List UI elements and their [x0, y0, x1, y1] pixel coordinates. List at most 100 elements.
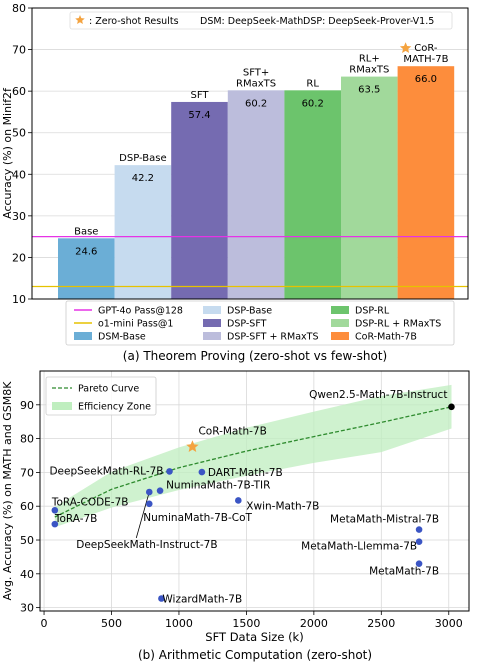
legend-label: DSP-RL + RMaxTS: [355, 319, 441, 330]
legend-zone-swatch: [52, 402, 72, 410]
y-tick-label: 60: [20, 500, 34, 513]
scatter-point: [51, 506, 59, 514]
caption: (b) Arithmetic Computation (zero-shot): [138, 648, 372, 662]
bar-top-label: SFT: [190, 90, 209, 101]
point-label: DeepSeekMath-Instruct-7B: [76, 539, 217, 551]
point-label: ToRA-CODE-7B: [51, 496, 129, 508]
legend-label: DSP-RL: [355, 306, 390, 317]
bar-value-label: 24.6: [75, 246, 97, 257]
bar-top-label: Base: [74, 226, 98, 237]
point-label: NuminaMath-7B-CoT: [143, 512, 252, 524]
legend-color-swatch: [331, 306, 349, 314]
annotation-star-label: : Zero-shot Results: [89, 16, 179, 27]
y-axis-label: Accuracy (%) on Minif2f: [1, 87, 14, 219]
scatter-point: [198, 468, 206, 476]
y-tick-label: 50: [20, 534, 34, 547]
bar-dsp-sft: [171, 101, 228, 299]
legend-label: DSP-SFT: [227, 319, 267, 330]
legend-color-swatch: [331, 319, 349, 327]
bar-dsp-rl: [284, 90, 341, 299]
y-tick-label: 70: [20, 466, 34, 479]
label-leader-line: [135, 491, 150, 539]
scatter-point: [156, 487, 164, 494]
y-tick-label: 60: [12, 85, 26, 98]
pareto-curve: [54, 406, 452, 518]
y-tick-label: 50: [12, 127, 26, 140]
point-label: MetaMath-7B: [369, 566, 439, 578]
x-tick-label: 0: [41, 617, 48, 630]
point-label: WizardMath-7B: [162, 593, 242, 605]
legend-label: Efficiency Zone: [78, 402, 151, 413]
bar-dsm-base: [58, 238, 115, 299]
legend-label: DSP-SFT + RMaxTS: [227, 332, 319, 343]
legend-label: DSM-Base: [98, 332, 146, 343]
scatter-point: [448, 403, 455, 411]
cor-math-star-point: [186, 440, 199, 452]
bar-value-label: 60.2: [302, 98, 324, 109]
bar-top-label: CoR-: [414, 43, 438, 54]
x-tick-label: 3000: [435, 617, 463, 630]
bar-top-label: RL: [306, 78, 319, 89]
bar-top-label: MATH-7B: [403, 54, 448, 65]
bar-top-label: RL+: [359, 54, 380, 65]
scatter-point: [415, 526, 423, 533]
bar-value-label: 60.2: [245, 98, 267, 109]
legend-box: [65, 300, 455, 346]
annotation-abbrev: DSM: DeepSeek-Math: [200, 16, 303, 27]
legend-label: GPT-4o Pass@128: [98, 306, 183, 317]
annotation-abbrev: DSP: DeepSeek-Prover-V1.5: [303, 16, 434, 27]
point-label: ToRA-7B: [54, 513, 98, 525]
point-label: DART-Math-7B: [208, 467, 283, 479]
star-icon: [75, 15, 85, 25]
arithmetic-computation-chart: 30 40 50 60 70 80 90 0 500 1000 1500 2000 2500 3000 To…: [1, 370, 470, 662]
bar-dsp-sft-rmaxts: [227, 90, 285, 299]
y-tick-label: 40: [12, 168, 26, 181]
bar-dsp-rl-rmaxts: [341, 76, 398, 299]
point-label: Qwen2.5-Math-7B-Instruct: [309, 389, 447, 401]
bar-cor-math-7b: [397, 66, 455, 299]
y-tick-label: 90: [20, 399, 34, 412]
point-label: Xwin-Math-7B: [246, 500, 319, 512]
bar-top-label: SFT+: [243, 67, 269, 78]
y-axis-label: Avg. Accuracy (%) on MATH and GSM8K: [1, 381, 14, 601]
legend-color-swatch: [203, 319, 221, 327]
x-tick-label: 2000: [300, 617, 328, 630]
y-tick-label: 20: [12, 251, 26, 264]
caption: (a) Theorem Proving (zero-shot vs few-sh…: [123, 349, 387, 363]
bar-value-label: 57.4: [188, 110, 210, 121]
legend-color-swatch: [74, 332, 92, 340]
bar-top-label: DSP-Base: [119, 153, 166, 164]
point-label: DeepSeekMath-RL-7B: [49, 465, 163, 477]
x-tick-label: 1500: [232, 617, 260, 630]
y-tick-label: 30: [12, 210, 26, 223]
plot-frame: [31, 7, 469, 300]
scatter-point: [145, 488, 153, 496]
scatter-point: [51, 520, 59, 528]
bar-top-label: RMaxTS: [236, 78, 276, 89]
legend-color-swatch: [203, 306, 221, 314]
scatter-point: [415, 538, 423, 546]
y-tick-label: 80: [20, 433, 34, 446]
bar-dsp-base: [114, 165, 172, 299]
point-label: MetaMath-Llemma-7B: [301, 541, 417, 553]
point-label: MetaMath-Mistral-7B: [330, 514, 439, 526]
point-label: CoR-Math-7B: [198, 426, 266, 438]
scatter-point: [158, 595, 165, 602]
bar-value-label: 42.2: [132, 173, 154, 184]
legend-box: [45, 376, 157, 416]
y-tick-label: 30: [20, 602, 34, 615]
y-tick-label: 70: [12, 44, 26, 57]
bar-value-label: 63.5: [358, 85, 380, 96]
scatter-point: [145, 500, 153, 508]
annotation-box: [69, 11, 453, 30]
legend-label: Pareto Curve: [78, 384, 139, 395]
legend-label: CoR-Math-7B: [355, 332, 417, 343]
point-label: NuminaMath-7B-TIR: [166, 480, 270, 492]
legend-label: DSP-Base: [227, 306, 272, 317]
plot-frame: [39, 370, 470, 612]
theorem-proving-chart: 10 20 30 40 50 60 70 80 24.6 Base 42.2 DSP-Base 57.4…: [1, 2, 469, 363]
scatter-point: [415, 560, 423, 567]
bar-value-label: 66.0: [415, 74, 437, 85]
zero-shot-star-icon: [399, 42, 412, 54]
